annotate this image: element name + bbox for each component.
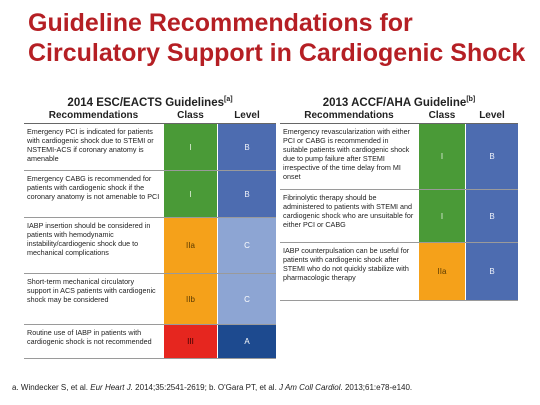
recommendation-text: Emergency CABG is recommended for patien… <box>24 171 163 217</box>
table-row: Emergency revascularization with either … <box>280 124 518 190</box>
recommendation-text: IABP counterpulsation can be useful for … <box>280 243 418 300</box>
class-cell: IIa <box>163 218 218 273</box>
table-row: IABP counterpulsation can be useful for … <box>280 243 518 301</box>
class-cell: I <box>163 171 218 217</box>
slide-title: Guideline Recommendations for Circulator… <box>28 8 528 68</box>
level-cell: B <box>218 124 276 170</box>
class-cell: IIa <box>418 243 466 300</box>
recommendation-text: Emergency revascularization with either … <box>280 124 418 189</box>
recommendation-text: Emergency PCI is indicated for patients … <box>24 124 163 170</box>
level-cell: B <box>218 171 276 217</box>
header-recommendations: Recommendations <box>304 110 394 121</box>
table-row: Emergency CABG is recommended for patien… <box>24 171 276 218</box>
table-row: Fibrinolytic therapy should be administe… <box>280 190 518 243</box>
header-class: Class <box>177 110 204 121</box>
accf-aha-guideline-table: 2013 ACCF/AHA Guideline[b] Recommendatio… <box>280 92 518 301</box>
level-cell: C <box>218 218 276 273</box>
references-footnote: a. Windecker S, et al. Eur Heart J. 2014… <box>12 383 413 392</box>
class-cell: III <box>163 325 218 358</box>
recommendation-text: Routine use of IABP in patients with car… <box>24 325 163 358</box>
table-row: Short-term mechanical circulatory suppor… <box>24 274 276 325</box>
table-row: IABP insertion should be considered in p… <box>24 218 276 274</box>
esc-eacts-rows: Emergency PCI is indicated for patients … <box>24 124 276 359</box>
accf-aha-title: 2013 ACCF/AHA Guideline[b] <box>322 96 476 109</box>
esc-eacts-header-row: Recommendations Class Level <box>24 108 276 124</box>
header-recommendations: Recommendations <box>48 110 139 121</box>
recommendation-text: Fibrinolytic therapy should be administe… <box>280 190 418 242</box>
ref-b: [b] <box>466 96 476 103</box>
table-row: Emergency PCI is indicated for patients … <box>24 124 276 171</box>
esc-eacts-guideline-table: 2014 ESC/EACTS Guidelines[a] Recommendat… <box>24 92 276 359</box>
level-cell: B <box>466 243 518 300</box>
recommendation-text: IABP insertion should be considered in p… <box>24 218 163 273</box>
ref-a: [a] <box>224 96 233 103</box>
table-row: Routine use of IABP in patients with car… <box>24 325 276 359</box>
header-level: Level <box>479 110 505 121</box>
journal-eur-heart-j: Eur Heart J. <box>90 383 133 392</box>
class-cell: I <box>418 190 466 242</box>
class-cell: I <box>418 124 466 189</box>
title-line-2: Circulatory Support in Cardiogenic Shock <box>28 39 526 67</box>
esc-eacts-title: 2014 ESC/EACTS Guidelines[a] <box>67 96 233 109</box>
header-level: Level <box>234 110 260 121</box>
title-line-1: Guideline Recommendations for <box>28 9 413 37</box>
level-cell: B <box>466 190 518 242</box>
class-cell: IIb <box>163 274 218 324</box>
level-cell: A <box>218 325 276 358</box>
level-cell: B <box>466 124 518 189</box>
class-cell: I <box>163 124 218 170</box>
recommendation-text: Short-term mechanical circulatory suppor… <box>24 274 163 324</box>
journal-j-am-coll-cardiol: J Am Coll Cardiol <box>279 383 341 392</box>
level-cell: C <box>218 274 276 324</box>
header-class: Class <box>428 110 456 121</box>
accf-aha-header-row: Recommendations Class Level <box>280 108 518 124</box>
accf-aha-rows: Emergency revascularization with either … <box>280 124 518 301</box>
